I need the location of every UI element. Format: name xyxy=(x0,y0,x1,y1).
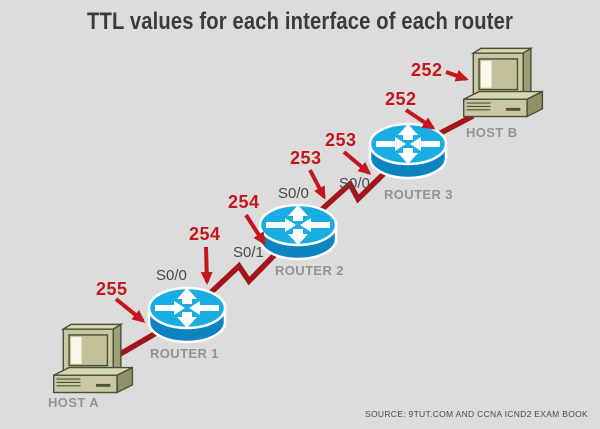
ttl-arrow-254-r1-out xyxy=(200,246,213,285)
ttl-arrow-255 xyxy=(114,297,146,323)
interface-label-r3-s00: S0/0 xyxy=(339,175,370,192)
ttl-value-253-r3-in: 253 xyxy=(325,130,357,150)
ttl-value-254-r2-in: 254 xyxy=(228,192,260,212)
ttl-value-252-r3-out: 252 xyxy=(385,89,417,109)
ttl-arrow-253-r2-out xyxy=(308,169,326,200)
interface-label-r2-s01: S0/1 xyxy=(233,244,264,261)
router-2-label: ROUTER 2 xyxy=(275,263,344,278)
host-a-label: HOST A xyxy=(48,395,100,410)
ttl-value-252-host-b: 252 xyxy=(411,60,443,80)
diagram-title: TTL values for each interface of each ro… xyxy=(86,8,514,35)
ttl-value-254-r1-out: 254 xyxy=(189,224,221,244)
host-b-label: HOST B xyxy=(466,125,518,140)
router-3-label: ROUTER 3 xyxy=(384,187,453,202)
ttl-value-253-r2-out: 253 xyxy=(290,148,322,168)
ttl-arrow-253-r3-in xyxy=(342,150,372,175)
ttl-value-255: 255 xyxy=(96,279,128,299)
interface-label-r2-s00: S0/0 xyxy=(278,185,309,202)
source-note: SOURCE: 9TUT.COM AND CCNA ICND2 EXAM BOO… xyxy=(365,409,588,419)
ttl-arrow-252-host-b xyxy=(445,70,469,82)
interface-label-r1-s00: S0/0 xyxy=(156,267,187,284)
ttl-arrow-252-r3-out xyxy=(404,108,436,130)
router-1-label: ROUTER 1 xyxy=(150,346,219,361)
ttl-arrow-254-r2-in xyxy=(244,213,266,246)
